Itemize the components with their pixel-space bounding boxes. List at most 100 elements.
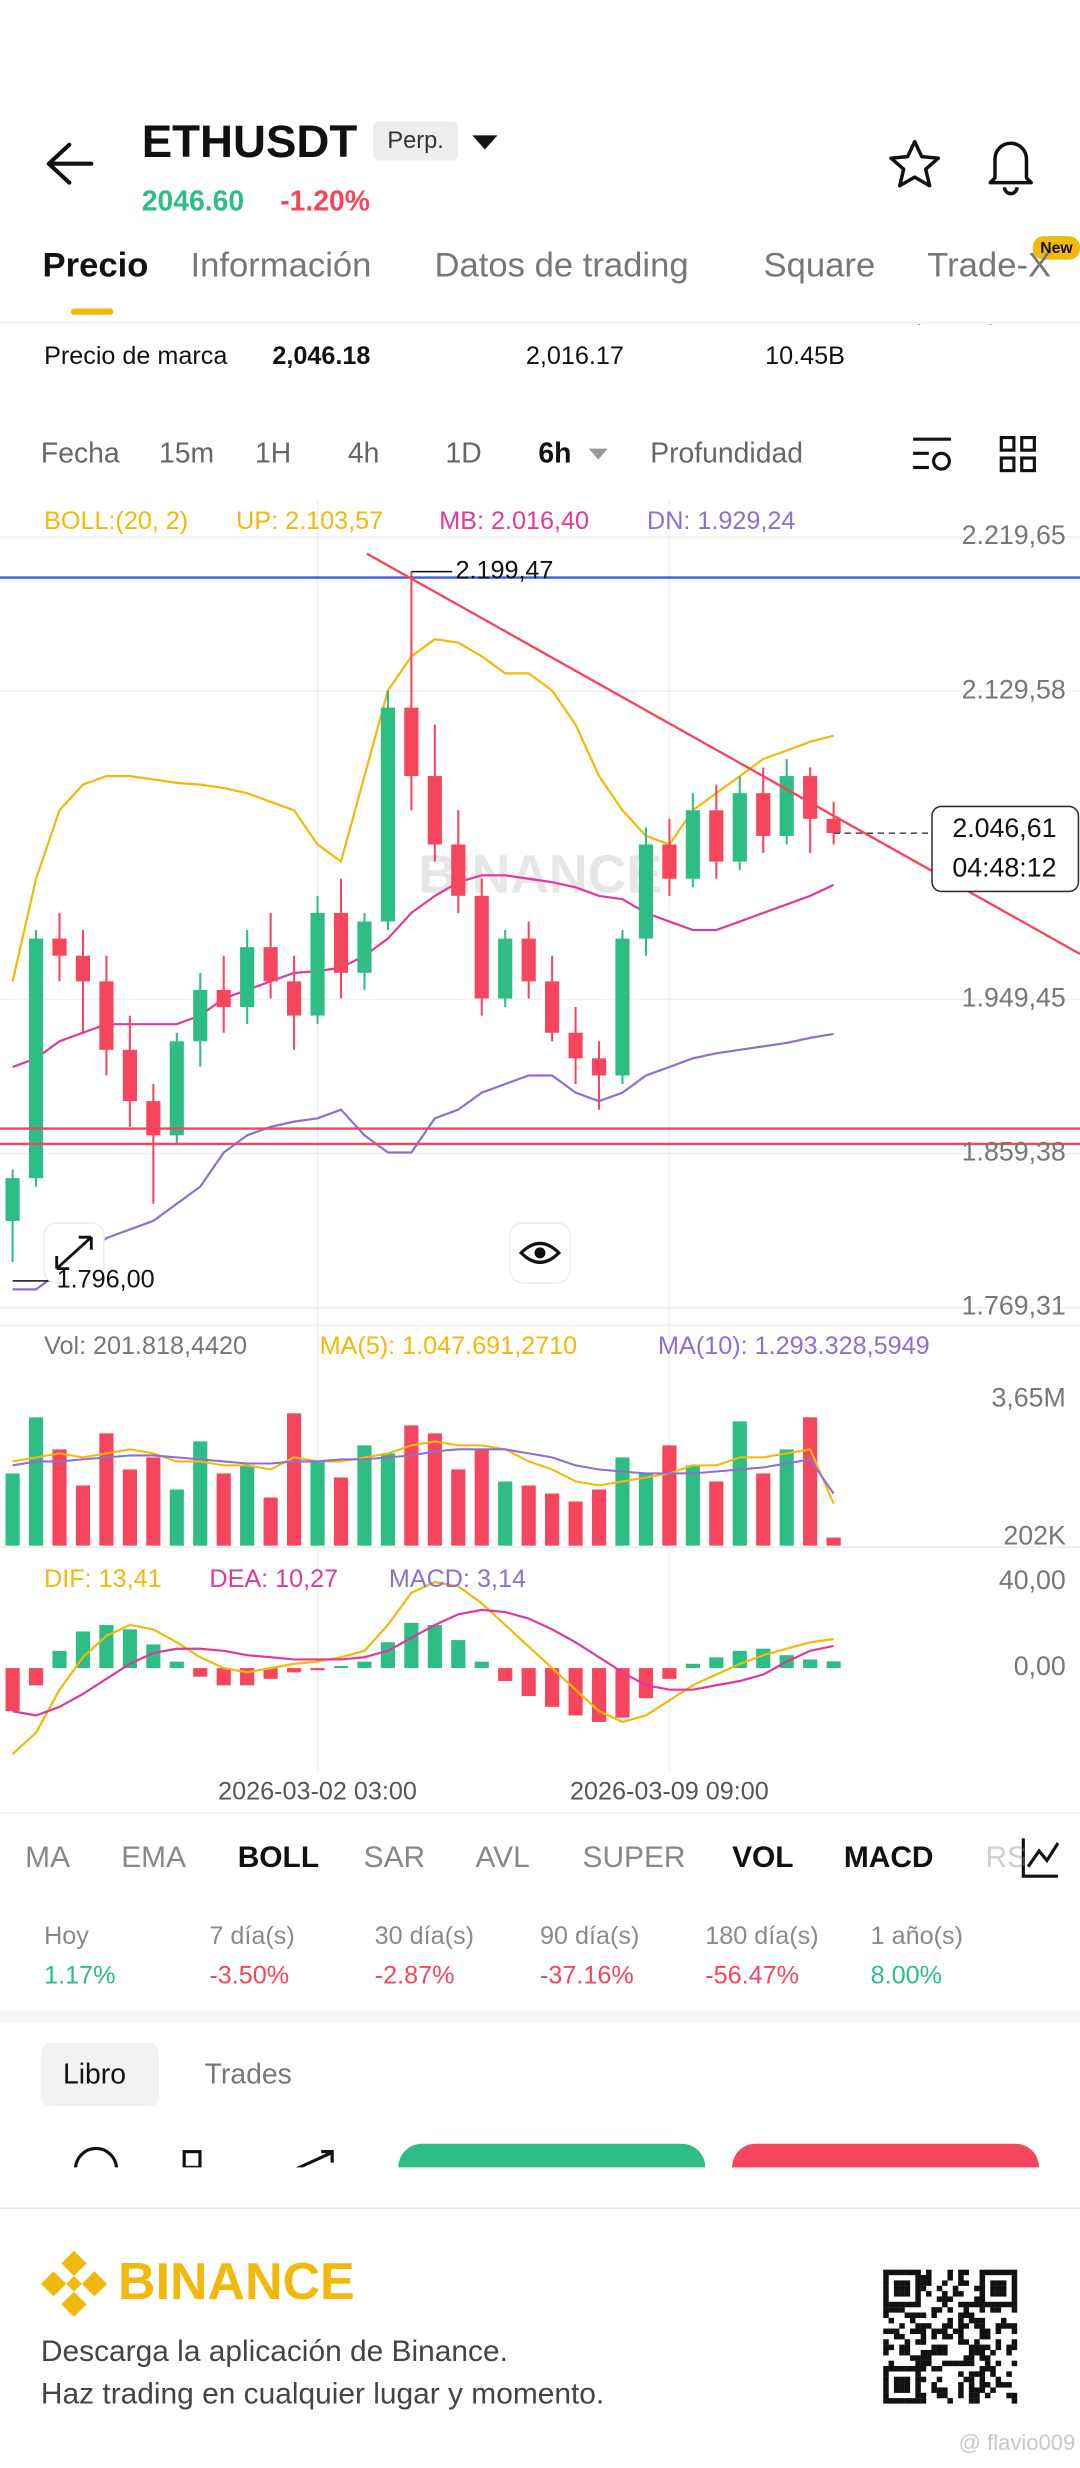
qr-cell bbox=[936, 2328, 943, 2335]
fullscreen-button[interactable] bbox=[43, 1222, 105, 1284]
period-label: 90 día(s) bbox=[540, 1922, 639, 1950]
qr-cell bbox=[1006, 2344, 1012, 2351]
timeframe[interactable]: 15m bbox=[159, 437, 214, 469]
indicator-tab[interactable]: AVL bbox=[475, 1841, 529, 1874]
volume-bar bbox=[545, 1493, 560, 1546]
qr-cell bbox=[920, 2349, 927, 2356]
qr-cell bbox=[926, 2275, 932, 2281]
qr-cell bbox=[883, 2392, 889, 2399]
qr-code bbox=[883, 2269, 1018, 2404]
timeframe[interactable]: Profundidad bbox=[650, 437, 803, 469]
book-tab[interactable]: Trades bbox=[205, 2059, 292, 2091]
book-tab[interactable]: Libro bbox=[63, 2059, 126, 2091]
qr-cell bbox=[915, 2280, 921, 2286]
qr-cell bbox=[915, 2398, 921, 2404]
indicator-tab[interactable]: BOLL bbox=[238, 1841, 319, 1874]
qr-cell bbox=[1011, 2285, 1018, 2292]
timeframe[interactable]: 1H bbox=[255, 437, 291, 469]
qr-cell bbox=[915, 2291, 921, 2297]
qr-cell bbox=[883, 2398, 889, 2404]
qr-cell bbox=[936, 2307, 943, 2313]
qr-cell bbox=[915, 2382, 921, 2388]
indicator-tab[interactable]: SUPER bbox=[583, 1841, 686, 1874]
visibility-button[interactable] bbox=[509, 1222, 571, 1284]
qr-cell bbox=[893, 2307, 900, 2313]
timeframe[interactable]: Fecha bbox=[41, 437, 120, 469]
indicator-tab[interactable]: EMA bbox=[121, 1841, 186, 1874]
legend-entry: DN: 1.929,24 bbox=[647, 507, 795, 535]
qr-cell bbox=[893, 2280, 900, 2286]
qr-cell bbox=[942, 2323, 948, 2329]
qr-cell bbox=[904, 2285, 911, 2292]
candle-body bbox=[240, 947, 255, 1008]
volume-bar bbox=[498, 1481, 513, 1546]
volume-bar bbox=[287, 1413, 302, 1546]
favorite-button[interactable] bbox=[889, 139, 941, 188]
symbol-dropdown[interactable] bbox=[472, 135, 498, 150]
period-label: Hoy bbox=[44, 1922, 89, 1950]
chart-settings-icon[interactable] bbox=[913, 437, 951, 471]
candle-body bbox=[451, 844, 466, 896]
timeframe[interactable]: 6h bbox=[538, 437, 571, 469]
qr-cell bbox=[1000, 2317, 1007, 2324]
indicator-tab[interactable]: RS bbox=[986, 1841, 1028, 1874]
qr-cell bbox=[920, 2376, 927, 2383]
tab[interactable]: Square bbox=[764, 247, 876, 285]
qr-cell bbox=[1011, 2392, 1018, 2399]
candle-body bbox=[146, 1101, 161, 1136]
macd-bar bbox=[287, 1668, 302, 1673]
qr-cell bbox=[974, 2398, 980, 2404]
back-button[interactable] bbox=[46, 142, 94, 185]
countdown: 04:48:12 bbox=[952, 852, 1056, 882]
macd-bar bbox=[732, 1650, 747, 1669]
qr-cell bbox=[942, 2360, 948, 2367]
qr-cell bbox=[899, 2349, 905, 2356]
qr-cell bbox=[952, 2285, 959, 2292]
tab[interactable]: Trade-X bbox=[927, 247, 1051, 285]
qr-cell bbox=[883, 2376, 889, 2383]
period-change: -56.47% bbox=[705, 1962, 799, 1990]
qr-cell bbox=[915, 2360, 921, 2367]
y-tick-label: 40,00 bbox=[999, 1565, 1066, 1595]
macd-bar bbox=[5, 1668, 20, 1712]
qr-cell bbox=[968, 2344, 975, 2351]
indicator-tab[interactable]: MA bbox=[25, 1841, 70, 1874]
indicator-settings[interactable] bbox=[1021, 1838, 1060, 1878]
qr-cell bbox=[1011, 2360, 1018, 2367]
qr-cell bbox=[883, 2312, 889, 2318]
qr-cell bbox=[893, 2333, 900, 2340]
qr-cell bbox=[920, 2312, 927, 2318]
qr-cell bbox=[883, 2371, 889, 2377]
indicator-tab[interactable]: VOL bbox=[732, 1841, 793, 1874]
candle-body bbox=[662, 844, 677, 879]
volume-bar bbox=[756, 1473, 771, 1546]
promo-line: Haz trading en cualquier lugar y momento… bbox=[41, 2377, 604, 2410]
qr-cell bbox=[995, 2307, 1002, 2313]
tab[interactable]: Información bbox=[190, 247, 371, 285]
qr-cell bbox=[984, 2360, 991, 2367]
layout-icon[interactable] bbox=[999, 435, 1036, 473]
alert-button[interactable] bbox=[988, 141, 1033, 196]
qr-cell bbox=[995, 2301, 1002, 2308]
timeframe[interactable]: 4h bbox=[348, 437, 380, 469]
last-price: 2046.60 bbox=[142, 186, 244, 218]
macd-bar bbox=[427, 1625, 442, 1669]
indicator-tab[interactable]: MACD bbox=[844, 1841, 934, 1874]
qr-cell bbox=[931, 2344, 937, 2351]
qr-cell bbox=[899, 2280, 905, 2286]
indicator-tab[interactable]: SAR bbox=[364, 1841, 425, 1874]
qr-cell bbox=[974, 2387, 980, 2393]
qr-cell bbox=[909, 2328, 916, 2335]
qr-cell bbox=[974, 2323, 980, 2329]
tab[interactable]: Datos de trading bbox=[435, 247, 689, 285]
qr-cell bbox=[995, 2344, 1002, 2351]
qr-cell bbox=[893, 2398, 900, 2404]
tab[interactable]: Precio bbox=[43, 247, 149, 285]
qr-cell bbox=[936, 2376, 943, 2383]
qr-cell bbox=[883, 2339, 889, 2345]
y-tick-label: 3,65M bbox=[991, 1382, 1065, 1412]
perp-badge bbox=[373, 121, 459, 161]
qr-cell bbox=[974, 2344, 980, 2351]
qr-cell bbox=[979, 2349, 986, 2356]
timeframe[interactable]: 1D bbox=[446, 437, 482, 469]
